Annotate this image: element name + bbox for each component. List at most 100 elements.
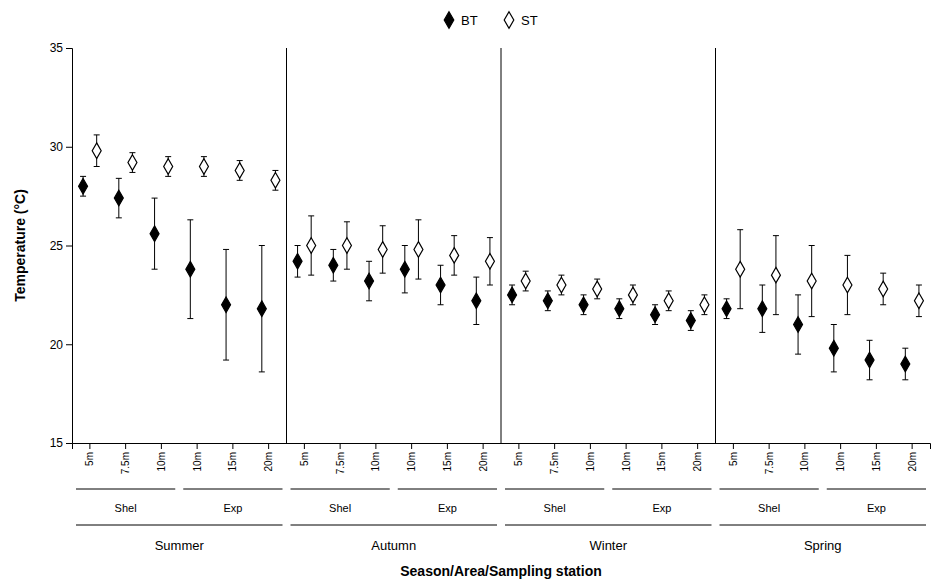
x-tick-label: 20m [907,452,918,471]
marker [807,273,816,289]
marker [865,352,874,368]
subgroup-bracket [183,489,282,490]
x-tick: 10m [156,443,167,471]
x-tick: 20m [692,443,703,471]
marker [593,281,602,297]
x-tick: 10m [799,443,810,471]
marker [879,281,888,297]
marker [664,293,673,309]
marker [257,301,266,317]
x-tick-mark [161,443,162,449]
marker [400,261,409,277]
x-axis-title: Season/Area/Sampling station [400,563,602,579]
marker [164,159,173,175]
marker [758,301,767,317]
y-tick: 15 [50,436,72,450]
subgroup-label: Shel [115,502,137,514]
subgroup-bracket [76,489,175,490]
marker [901,356,910,372]
legend: BT ST [444,12,537,29]
x-tick: 10m [370,443,381,471]
y-tick: 25 [50,239,72,253]
x-tick-mark [590,443,591,449]
y-tick-mark [66,443,72,444]
legend-symbol [504,12,514,29]
x-tick: 20m [478,443,489,471]
marker [293,254,302,270]
y-tick: 30 [50,140,72,154]
marker [150,226,159,242]
marker [307,238,316,254]
x-axis: 5m7.5m10m10m15m20m5m7.5m10m10m15m20m5m7.… [73,443,931,474]
x-tick-mark [697,443,698,449]
y-tick-mark [66,246,72,247]
x-axis-line [73,444,931,450]
subgroup-bracket [720,489,819,490]
x-tick-label: 15m [227,452,238,471]
x-tick-mark [411,443,412,449]
legend-item: ST [504,12,537,29]
legend-label: BT [461,13,478,28]
x-tick-mark [769,443,770,449]
x-tick-label: 20m [263,452,274,471]
x-tick-mark [876,443,877,449]
group-divider [501,48,502,443]
y-axis: 1520253035 [50,41,73,450]
x-tick: 7.5m [120,443,131,474]
marker [700,297,709,313]
group-bracket [505,525,712,526]
x-tick: 15m [871,443,882,471]
marker [329,257,338,273]
y-tick-mark [66,147,72,148]
x-tick-mark [197,443,198,449]
subgroup-label: Exp [867,502,886,514]
x-tick: 7.5m [335,443,346,474]
marker [92,143,101,159]
x-tick-label: 7.5m [120,452,131,474]
subgroup-bracket [827,489,926,490]
marker [271,173,280,189]
x-tick: 10m [192,443,203,471]
subgroup-bracket [398,489,497,490]
subgroup-bracket [291,489,390,490]
x-tick-mark [89,443,90,449]
x-tick-label: 10m [156,452,167,471]
marker [79,178,88,194]
x-tick-label: 5m [84,452,95,466]
marker [235,163,244,179]
x-tick-label: 20m [478,452,489,471]
x-tick-mark [268,443,269,449]
marker [722,301,731,317]
y-tick: 35 [50,41,72,55]
marker [414,242,423,258]
marker [508,287,517,303]
x-tick-mark [447,443,448,449]
y-tick-label: 30 [50,140,64,154]
legend-item: BT [444,12,477,29]
marker [771,267,780,283]
y-tick-label: 25 [50,239,64,253]
group-bracket [291,525,498,526]
marker [472,293,481,309]
group-label: Summer [155,538,205,553]
y-tick-label: 35 [50,41,64,55]
marker [199,159,208,175]
x-tick-mark [483,443,484,449]
x-tick: 10m [585,443,596,471]
x-tick-label: 10m [192,452,203,471]
marker [686,313,695,329]
series [79,176,910,379]
marker [365,273,374,289]
marker [615,301,624,317]
subgroup-label: Exp [438,502,457,514]
marker [579,297,588,313]
x-tick-label: 10m [406,452,417,471]
group-label: Spring [804,538,842,553]
x-tick-mark [340,443,341,449]
x-tick: 20m [263,443,274,471]
x-tick-label: 15m [442,452,453,471]
marker [186,261,195,277]
x-tick-label: 10m [370,452,381,471]
x-tick: 5m [84,443,95,466]
marker [794,317,803,333]
